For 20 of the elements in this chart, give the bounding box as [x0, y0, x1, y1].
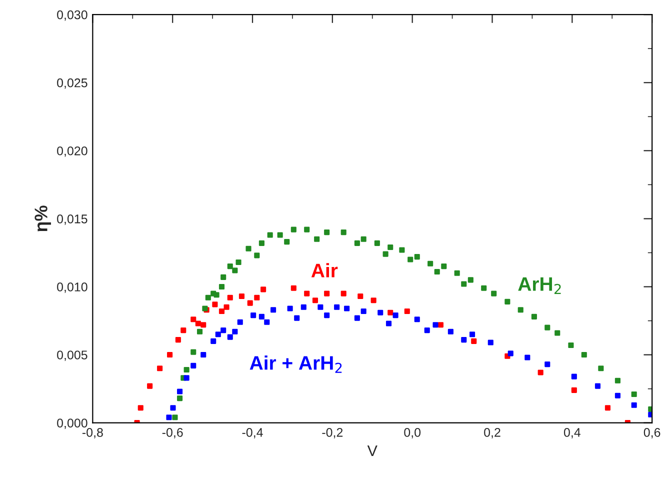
y-tick-label: 0,015	[57, 214, 88, 225]
x-tick-label: 0,6	[644, 428, 660, 438]
y-tick-label: 0,005	[57, 350, 88, 361]
x-tick-label: -0,8	[82, 428, 103, 438]
x-tick-label: 0,2	[484, 428, 500, 438]
x-tick-label: 0,0	[404, 428, 421, 438]
series-label: Air	[311, 263, 338, 278]
x-tick-label: -0,6	[162, 428, 183, 438]
y-tick-label: 0,025	[57, 78, 88, 89]
x-tick-label: -0,4	[242, 428, 263, 438]
x-tick-label: 0,4	[564, 428, 580, 438]
y-tick-label: 0,010	[57, 282, 88, 293]
series-label: Air + ArH$_{2}$	[250, 356, 342, 373]
y-tick-label: 0,020	[57, 146, 88, 157]
series-label: ArH$_{2}$	[518, 277, 561, 294]
x-axis-title: V	[367, 445, 378, 456]
y-tick-label: 0,000	[57, 418, 88, 429]
x-tick-label: -0,2	[322, 428, 343, 438]
y-tick-label: 0,030	[57, 10, 88, 21]
y-axis-title: η%	[34, 206, 51, 232]
